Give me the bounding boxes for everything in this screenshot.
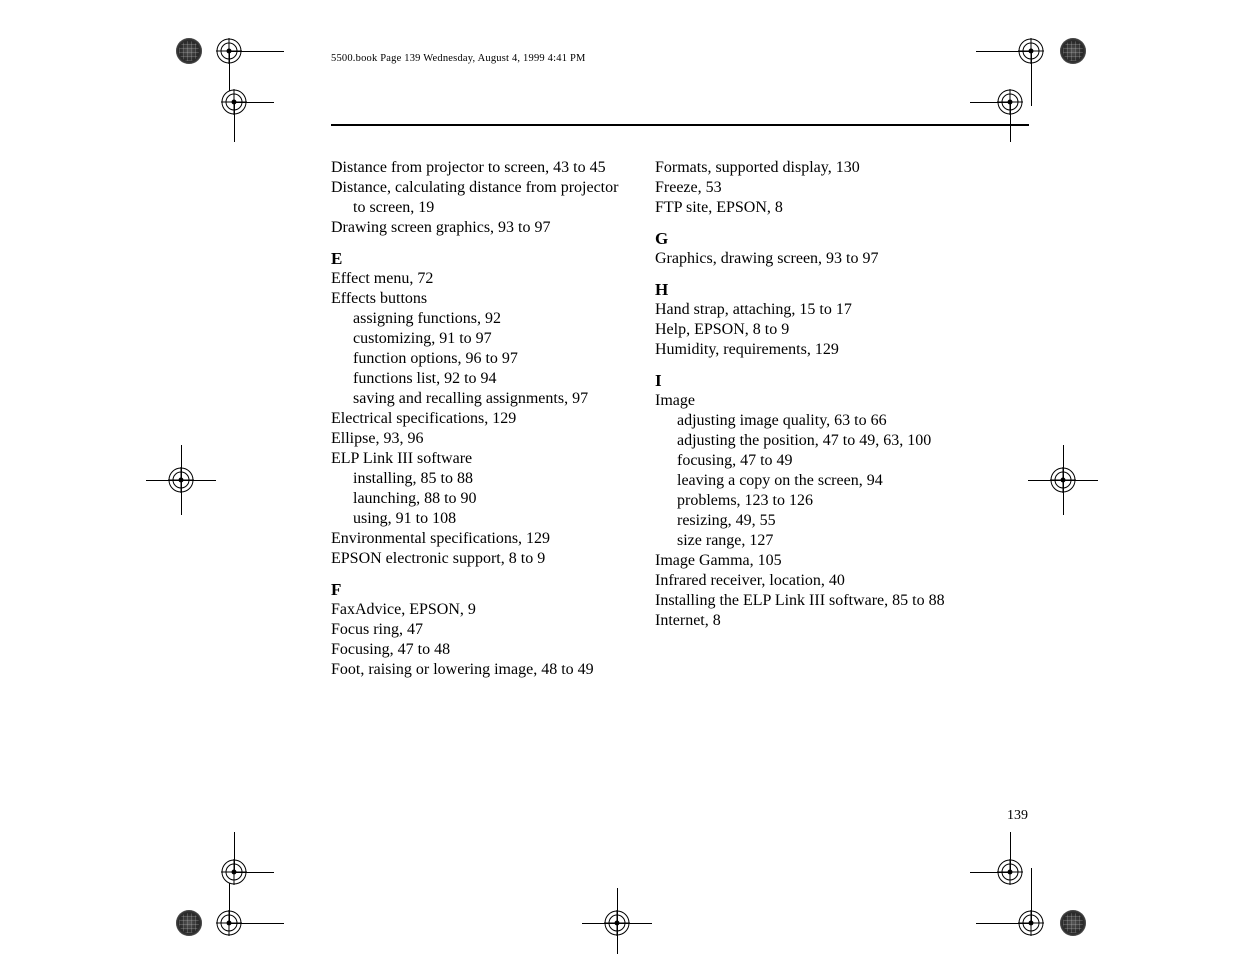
reg-line — [234, 832, 235, 872]
reg-line — [234, 102, 235, 142]
reg-line — [234, 102, 274, 103]
index-entry: function options, 96 to 97 — [331, 349, 627, 369]
index-letter: H — [655, 280, 951, 300]
reg-line — [617, 888, 618, 954]
reg-line — [970, 872, 1010, 873]
index-entry: Hand strap, attaching, 15 to 17 — [655, 300, 951, 320]
reg-line — [976, 923, 1031, 924]
index-entry: Effects buttons — [331, 289, 627, 309]
index-entry: launching, 88 to 90 — [331, 489, 627, 509]
index-entry: Focusing, 47 to 48 — [331, 640, 627, 660]
reg-line — [229, 923, 284, 924]
index-entry: Electrical specifications, 129 — [331, 409, 627, 429]
index-entry: Infrared receiver, location, 40 — [655, 571, 951, 591]
index-entry: problems, 123 to 126 — [655, 491, 951, 511]
index-entry: focusing, 47 to 49 — [655, 451, 951, 471]
index-entry: leaving a copy on the screen, 94 — [655, 471, 951, 491]
reg-line — [1031, 51, 1032, 106]
index-entry: Graphics, drawing screen, 93 to 97 — [655, 249, 951, 269]
index-entry: Internet, 8 — [655, 611, 951, 631]
reg-globe-icon — [176, 910, 202, 936]
index-entry: adjusting the position, 47 to 49, 63, 10… — [655, 431, 951, 451]
reg-line — [976, 51, 1031, 52]
index-entry: Focus ring, 47 — [331, 620, 627, 640]
index-letter: I — [655, 371, 951, 391]
index-entry: Humidity, requirements, 129 — [655, 340, 951, 360]
index-entry: Ellipse, 93, 96 — [331, 429, 627, 449]
index-letter: G — [655, 229, 951, 249]
index-entry: Installing the ELP Link III software, 85… — [655, 591, 951, 611]
index-entry: Foot, raising or lowering image, 48 to 4… — [331, 660, 627, 680]
index-entry: resizing, 49, 55 — [655, 511, 951, 531]
index-entry: Freeze, 53 — [655, 178, 951, 198]
page-number: 139 — [1007, 808, 1028, 824]
reg-line — [229, 51, 284, 52]
header-rule — [331, 124, 1029, 126]
index-columns: Distance from projector to screen, 43 to… — [331, 158, 951, 680]
index-entry: saving and recalling assignments, 97 — [331, 389, 627, 409]
index-entry: Image Gamma, 105 — [655, 551, 951, 571]
index-entry: Environmental specifications, 129 — [331, 529, 627, 549]
index-entry: Effect menu, 72 — [331, 269, 627, 289]
index-entry: size range, 127 — [655, 531, 951, 551]
reg-line — [234, 872, 274, 873]
index-letter: F — [331, 580, 627, 600]
index-entry: FTP site, EPSON, 8 — [655, 198, 951, 218]
index-entry: adjusting image quality, 63 to 66 — [655, 411, 951, 431]
reg-line — [181, 445, 182, 515]
reg-globe-icon — [1060, 910, 1086, 936]
index-entry: using, 91 to 108 — [331, 509, 627, 529]
reg-globe-icon — [176, 38, 202, 64]
index-entry: Image — [655, 391, 951, 411]
reg-line — [1063, 445, 1064, 515]
reg-line — [970, 102, 1010, 103]
index-entry: ELP Link III software — [331, 449, 627, 469]
reg-line — [1010, 102, 1011, 142]
index-entry: Help, EPSON, 8 to 9 — [655, 320, 951, 340]
reg-globe-icon — [1060, 38, 1086, 64]
index-entry: installing, 85 to 88 — [331, 469, 627, 489]
index-entry: Distance from projector to screen, 43 to… — [331, 158, 627, 178]
print-header: 5500.book Page 139 Wednesday, August 4, … — [331, 53, 586, 64]
index-entry: Distance, calculating distance from proj… — [331, 178, 627, 218]
index-entry: Drawing screen graphics, 93 to 97 — [331, 218, 627, 238]
index-entry: EPSON electronic support, 8 to 9 — [331, 549, 627, 569]
index-col-left: Distance from projector to screen, 43 to… — [331, 158, 627, 680]
index-col-right: Formats, supported display, 130Freeze, 5… — [655, 158, 951, 680]
index-entry: assigning functions, 92 — [331, 309, 627, 329]
reg-line — [1031, 868, 1032, 923]
index-entry: FaxAdvice, EPSON, 9 — [331, 600, 627, 620]
index-letter: E — [331, 249, 627, 269]
index-entry: customizing, 91 to 97 — [331, 329, 627, 349]
reg-line — [1010, 832, 1011, 872]
index-entry: Formats, supported display, 130 — [655, 158, 951, 178]
index-entry: functions list, 92 to 94 — [331, 369, 627, 389]
